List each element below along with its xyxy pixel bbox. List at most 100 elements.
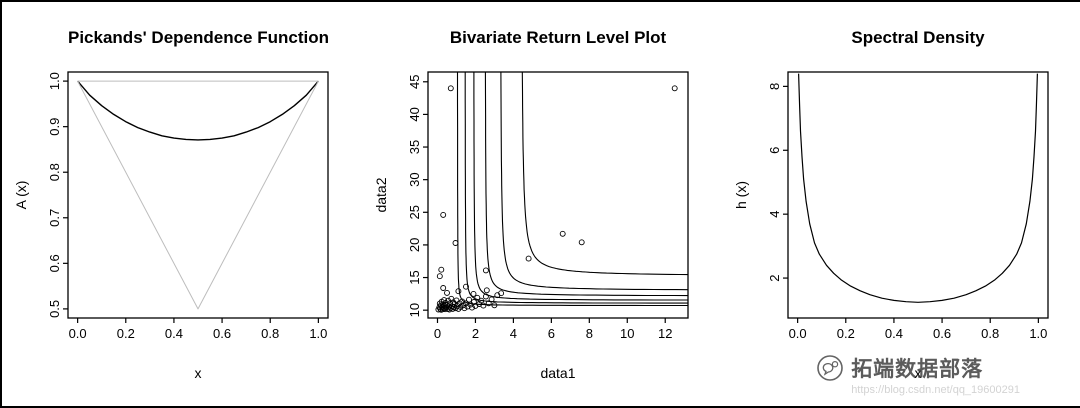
contour-line xyxy=(464,72,688,304)
svg-text:2: 2 xyxy=(767,274,782,281)
scatter-point xyxy=(469,304,475,311)
scatter-point xyxy=(444,289,450,296)
svg-text:6: 6 xyxy=(548,326,555,341)
svg-text:0.7: 0.7 xyxy=(47,209,62,227)
panel-bivariate: Bivariate Return Level Plot 0 2 4 6 8 10 12 10 1… xyxy=(362,2,722,406)
scatter-point xyxy=(559,230,566,237)
svg-text:x: x xyxy=(915,365,922,381)
scatter-point xyxy=(491,302,498,309)
chat-bubble-icon xyxy=(816,354,844,382)
plot-box xyxy=(787,71,1049,319)
svg-text:0.6: 0.6 xyxy=(933,326,951,341)
bivariate-return-level-chart: 0 2 4 6 8 10 12 10 15 20 25 30 35 40 45 data1 data2 xyxy=(373,71,689,381)
svg-text:x: x xyxy=(195,365,202,381)
scatter-point xyxy=(480,302,487,309)
svg-text:h (x): h (x) xyxy=(733,181,749,209)
chart-title-bivariate: Bivariate Return Level Plot xyxy=(449,28,667,47)
scatter-point xyxy=(488,296,495,303)
svg-text:45: 45 xyxy=(407,75,422,89)
svg-text:0.6: 0.6 xyxy=(47,254,62,272)
contour-line xyxy=(456,72,688,307)
contour-line xyxy=(500,72,688,291)
svg-text:0.0: 0.0 xyxy=(69,326,87,341)
svg-text:A (x): A (x) xyxy=(13,181,29,210)
svg-text:1.0: 1.0 xyxy=(1029,326,1047,341)
svg-text:0.9: 0.9 xyxy=(47,118,62,136)
series-dependence-function xyxy=(77,80,319,141)
svg-text:12: 12 xyxy=(658,326,672,341)
svg-text:0.5: 0.5 xyxy=(47,300,62,318)
scatter-point xyxy=(440,285,447,291)
scatter-point xyxy=(445,297,452,304)
svg-text:data1: data1 xyxy=(540,365,575,381)
panel-spectral: Spectral Density 0.0 0.2 0.4 0.6 0.8 1.0 2 4 6 8 x… xyxy=(722,2,1080,406)
watermark-url-text: https://blog.csdn.net/qq_19600291 xyxy=(851,384,1020,396)
svg-text:0: 0 xyxy=(434,326,441,341)
panel-pickands: Pickands' Dependence Function 0.0 0.2 0.4 0… xyxy=(2,2,362,406)
axes: 0.0 0.2 0.4 0.6 0.8 1.0 2 4 6 8 x h (x) xyxy=(733,83,1047,381)
spectral-plot-area xyxy=(798,73,1038,303)
series-lower-bound xyxy=(77,80,319,310)
svg-text:8: 8 xyxy=(767,83,782,90)
scatter-point xyxy=(483,287,490,294)
svg-text:25: 25 xyxy=(407,205,422,219)
scatter-point xyxy=(578,239,585,246)
pickands-plot-area xyxy=(77,80,319,310)
svg-text:40: 40 xyxy=(407,107,422,121)
svg-text:4: 4 xyxy=(767,211,782,218)
axes: 0.0 0.2 0.4 0.6 0.8 1.0 0.5 0.6 0.7 0.8 0.9 1.0 x A (… xyxy=(13,72,327,381)
scatter-point xyxy=(447,85,454,92)
svg-text:20: 20 xyxy=(407,238,422,252)
svg-text:2: 2 xyxy=(472,326,479,341)
axes: 0 2 4 6 8 10 12 10 15 20 25 30 35 40 45 data1 data2 xyxy=(373,75,672,381)
scatter-point xyxy=(466,296,472,303)
chart-title-spectral: Spectral Density xyxy=(851,28,985,47)
svg-text:0.0: 0.0 xyxy=(789,326,807,341)
watermark-brand-text: 拓端数据部落 xyxy=(851,358,984,381)
svg-text:data2: data2 xyxy=(373,177,389,212)
scatter-point xyxy=(444,301,450,308)
scatter-point xyxy=(441,297,448,304)
svg-text:0.2: 0.2 xyxy=(117,326,135,341)
scatter-point xyxy=(525,255,532,262)
svg-text:1.0: 1.0 xyxy=(47,72,62,90)
spectral-density-chart: 0.0 0.2 0.4 0.6 0.8 1.0 2 4 6 8 x h (x) xyxy=(733,71,1049,381)
svg-text:0.8: 0.8 xyxy=(981,326,999,341)
scatter-point xyxy=(452,240,459,246)
scatter-point xyxy=(474,294,481,301)
plot-box xyxy=(427,71,689,319)
pickands-dependence-chart: 0.0 0.2 0.4 0.6 0.8 1.0 0.5 0.6 0.7 0.8 0.9 1.0 x A (… xyxy=(13,71,329,381)
svg-text:1.0: 1.0 xyxy=(309,326,327,341)
svg-text:8: 8 xyxy=(586,326,593,341)
svg-text:4: 4 xyxy=(510,326,517,341)
svg-text:10: 10 xyxy=(407,303,422,317)
svg-text:0.8: 0.8 xyxy=(47,163,62,181)
scatter-point xyxy=(470,290,477,297)
bivariate-plot-area xyxy=(435,72,688,313)
svg-text:0.8: 0.8 xyxy=(261,326,279,341)
scatter-point xyxy=(438,266,445,273)
chart-title-pickands: Pickands' Dependence Function xyxy=(68,28,329,47)
scatter-point xyxy=(455,288,462,295)
scatter-point xyxy=(436,273,443,280)
svg-text:0.6: 0.6 xyxy=(213,326,231,341)
watermark-row: 拓端数据部落 xyxy=(816,353,1020,383)
svg-text:15: 15 xyxy=(407,270,422,284)
scatter-point xyxy=(463,283,469,290)
scatter-point xyxy=(485,300,492,307)
svg-text:0.2: 0.2 xyxy=(837,326,855,341)
scatter-point xyxy=(440,211,447,218)
scatter-point xyxy=(671,85,678,92)
contour-line xyxy=(521,72,688,276)
scatter-point xyxy=(470,299,477,305)
svg-text:6: 6 xyxy=(767,147,782,154)
series-spectral-density xyxy=(798,73,1038,303)
svg-text:35: 35 xyxy=(407,140,422,154)
svg-text:0.4: 0.4 xyxy=(165,326,183,341)
scatter-point xyxy=(482,293,489,300)
scatter-point xyxy=(498,290,505,297)
svg-text:30: 30 xyxy=(407,172,422,186)
svg-text:0.4: 0.4 xyxy=(885,326,903,341)
contour-line xyxy=(484,72,688,297)
